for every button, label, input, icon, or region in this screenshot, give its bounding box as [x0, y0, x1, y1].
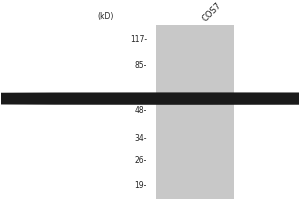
- Bar: [156, 25, 234, 199]
- Text: 34-: 34-: [134, 134, 147, 143]
- Text: (kD): (kD): [98, 12, 114, 21]
- FancyBboxPatch shape: [0, 92, 300, 105]
- Text: 19-: 19-: [135, 181, 147, 190]
- Text: 85-: 85-: [135, 61, 147, 70]
- Text: 117-: 117-: [130, 35, 147, 44]
- Text: COS7: COS7: [201, 0, 224, 23]
- Text: 48-: 48-: [135, 106, 147, 115]
- Text: 26-: 26-: [135, 156, 147, 165]
